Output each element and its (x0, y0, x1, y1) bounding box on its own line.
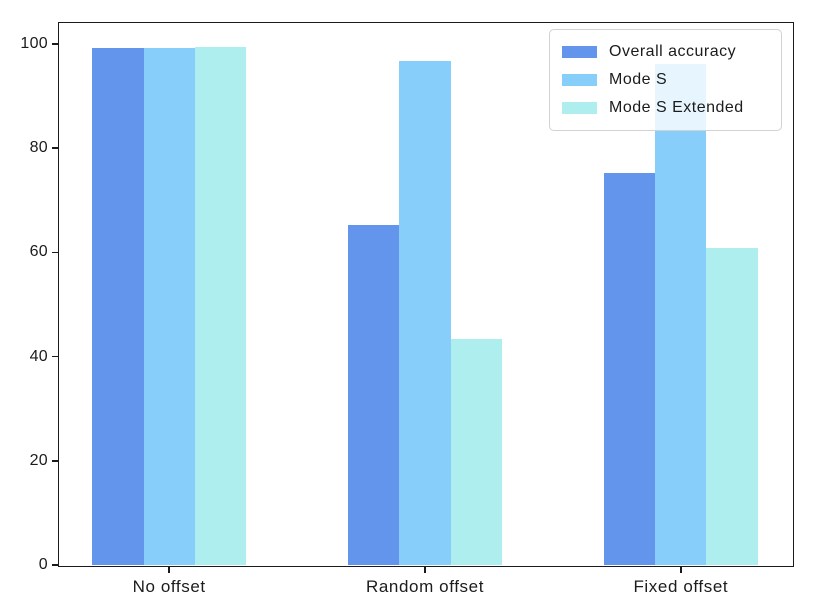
bar-mode-s-extended-no-offset (194, 47, 246, 565)
y-tick-label: 80 (29, 139, 48, 157)
y-tick-label: 100 (20, 34, 48, 52)
y-tick-mark (52, 43, 58, 45)
y-tick-mark (52, 147, 58, 149)
y-tick-label: 20 (29, 451, 48, 469)
legend-label-overall-accuracy: Overall accuracy (609, 43, 737, 60)
legend-swatch-overall-accuracy (562, 46, 597, 58)
x-tick-label-fixed-offset: Fixed offset (633, 577, 729, 596)
legend-row-mode-s-extended: Mode S Extended (562, 94, 769, 122)
x-tick-label-random-offset: Random offset (365, 577, 485, 596)
bar-overall-accuracy-no-offset (92, 47, 144, 565)
bar-overall-accuracy-random-offset (348, 224, 400, 565)
y-tick-label: 40 (29, 347, 48, 365)
y-tick-mark (52, 251, 58, 254)
legend-row-mode-s: Mode S (562, 66, 769, 94)
legend: Overall accuracy Mode S Mode S Extended (549, 29, 782, 131)
y-tick-mark (52, 459, 58, 462)
legend-swatch-mode-s-extended (562, 102, 597, 114)
legend-label-mode-s-extended: Mode S Extended (609, 99, 744, 116)
y-tick-mark (52, 564, 58, 566)
bar-overall-accuracy-fixed-offset (604, 172, 656, 565)
legend-label-mode-s: Mode S (609, 71, 668, 88)
x-tick-label-no-offset: No offset (132, 577, 206, 596)
bar-mode-s-no-offset (143, 48, 195, 565)
y-tick-mark (52, 355, 58, 358)
x-tick-mark (424, 566, 426, 573)
legend-row-overall-accuracy: Overall accuracy (562, 38, 769, 66)
y-tick-label: 0 (38, 556, 48, 573)
bar-mode-s-extended-fixed-offset (706, 247, 758, 565)
x-tick-mark (680, 566, 682, 573)
bar-mode-s-random-offset (399, 60, 451, 565)
x-tick-mark (168, 566, 170, 573)
y-tick-label: 60 (29, 243, 48, 261)
bar-mode-s-extended-random-offset (450, 339, 502, 565)
legend-swatch-mode-s (562, 74, 597, 86)
bar-mode-s-fixed-offset (655, 64, 707, 565)
